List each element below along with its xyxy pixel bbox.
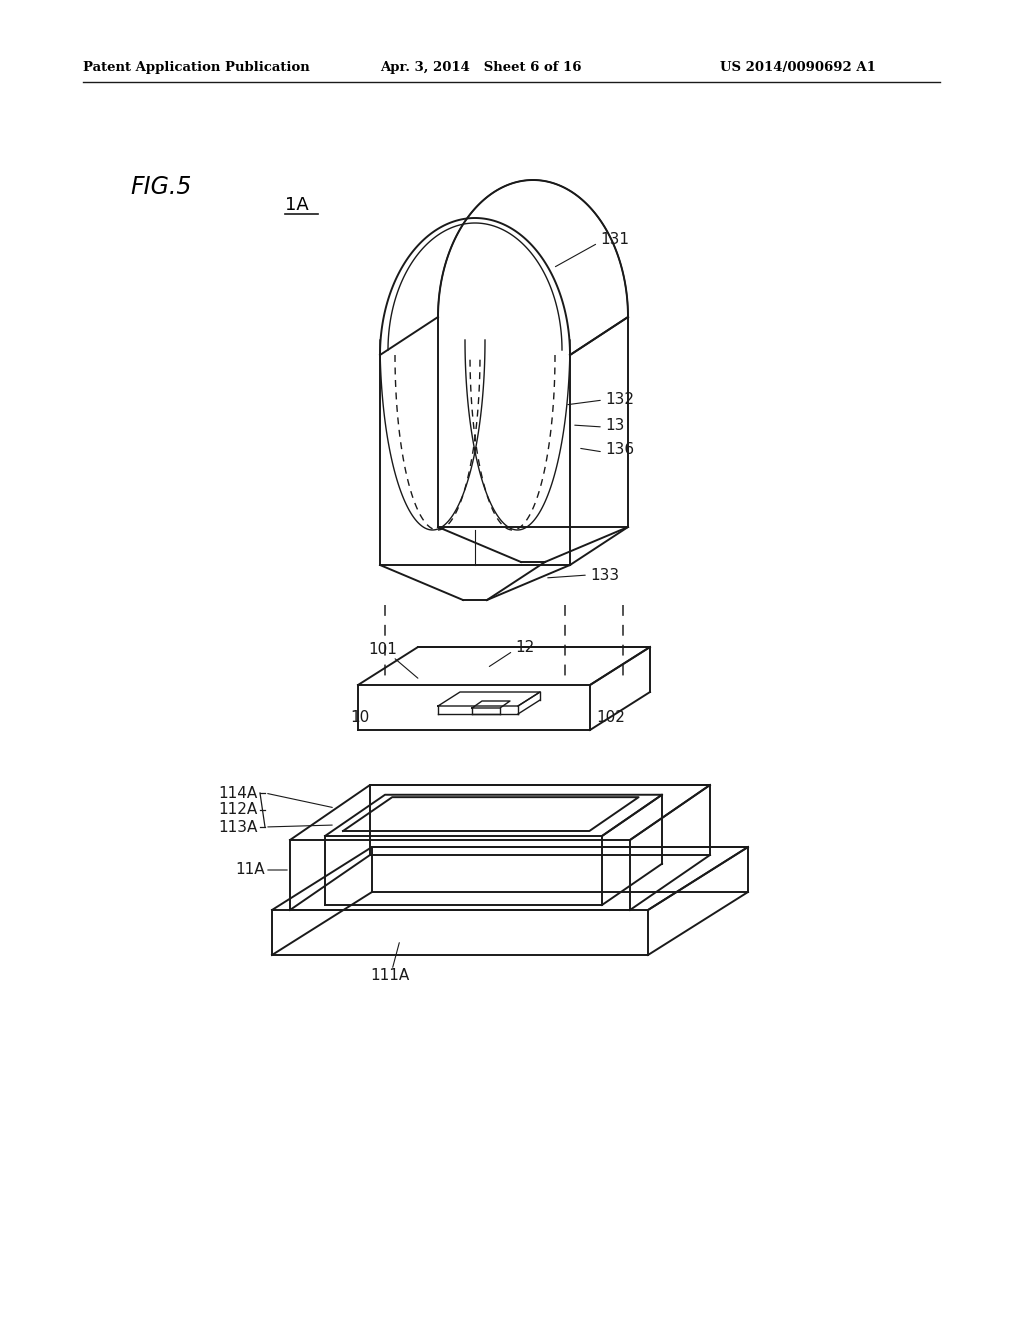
Text: 1A: 1A: [285, 195, 309, 214]
Text: 11A: 11A: [236, 862, 265, 878]
Text: 102: 102: [596, 710, 625, 726]
Text: 131: 131: [600, 232, 629, 248]
Text: 114A: 114A: [219, 785, 258, 800]
Text: 10: 10: [350, 710, 370, 726]
Text: FIG.5: FIG.5: [130, 176, 191, 199]
Text: Apr. 3, 2014   Sheet 6 of 16: Apr. 3, 2014 Sheet 6 of 16: [380, 62, 582, 74]
Text: 136: 136: [605, 442, 634, 458]
Text: US 2014/0090692 A1: US 2014/0090692 A1: [720, 62, 876, 74]
Text: 12: 12: [515, 640, 535, 656]
Text: 101: 101: [368, 643, 397, 657]
Text: 133: 133: [590, 568, 620, 582]
Text: 13: 13: [605, 417, 625, 433]
Text: 132: 132: [605, 392, 634, 408]
Text: 112A: 112A: [219, 803, 258, 817]
Text: 113A: 113A: [219, 820, 258, 834]
Text: Patent Application Publication: Patent Application Publication: [83, 62, 309, 74]
Text: 111A: 111A: [370, 968, 410, 982]
